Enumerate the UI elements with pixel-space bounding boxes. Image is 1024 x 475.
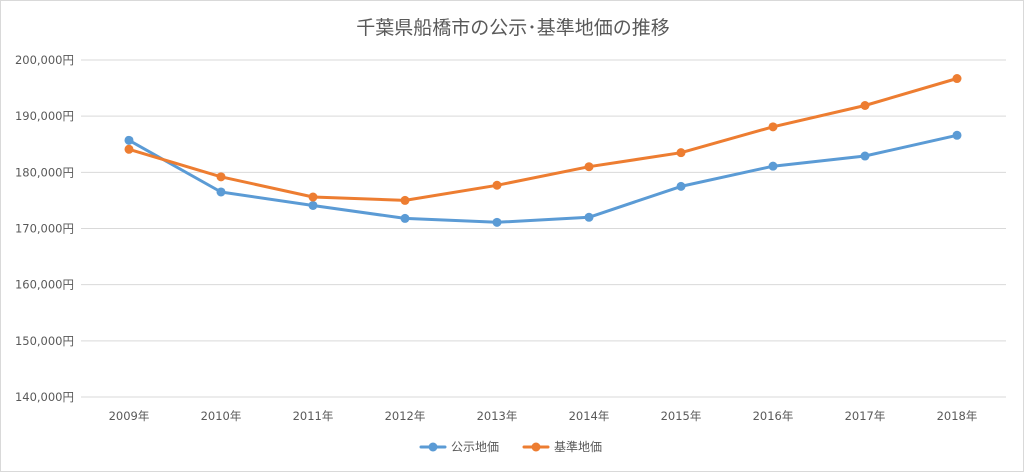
y-tick-label: 180,000円 — [15, 165, 74, 179]
series-line — [127, 77, 959, 202]
x-tick-label: 2016年 — [753, 409, 794, 423]
y-tick-label: 170,000円 — [15, 222, 74, 236]
data-point-marker — [492, 217, 502, 227]
series-line — [127, 133, 959, 224]
data-point-marker — [584, 212, 594, 222]
y-axis-tick-labels: 140,000円 150,000円 160,000円 170,000円 180,000円… — [15, 53, 74, 404]
x-tick-label: 2017年 — [845, 409, 886, 423]
x-tick-label: 2010年 — [201, 409, 242, 423]
x-tick-label: 2018年 — [937, 409, 978, 423]
legend: 公示地価 基準地価 — [419, 439, 602, 454]
legend-item: 基準地価 — [522, 439, 602, 454]
x-axis-tick-labels: 2009年 2010年 2011年 2012年 2013年 2014年 2015年 2016年… — [109, 409, 978, 423]
series-lines — [124, 74, 962, 227]
data-point-marker — [952, 74, 962, 84]
data-point-marker — [676, 148, 686, 158]
x-tick-label: 2011年 — [293, 409, 334, 423]
data-point-marker — [768, 122, 778, 132]
data-point-marker — [860, 151, 870, 161]
data-point-marker — [400, 213, 410, 223]
data-point-marker — [952, 130, 962, 140]
y-tick-label: 150,000円 — [15, 334, 74, 348]
legend-item: 公示地価 — [419, 440, 499, 454]
data-point-marker — [124, 144, 134, 154]
data-point-marker — [492, 180, 502, 190]
data-point-marker — [308, 192, 318, 202]
data-point-marker — [400, 195, 410, 205]
data-point-marker — [124, 135, 134, 145]
data-point-marker — [676, 181, 686, 191]
series-1 — [124, 130, 962, 227]
y-tick-label: 140,000円 — [15, 390, 74, 404]
y-tick-label: 190,000円 — [15, 109, 74, 123]
chart-title: 千葉県船橋市の公示･基準地価の推移 — [356, 17, 670, 39]
data-point-marker — [860, 100, 870, 110]
legend-label: 基準地価 — [554, 439, 602, 454]
data-point-marker — [216, 187, 226, 197]
y-tick-label: 200,000円 — [15, 53, 74, 67]
series-2 — [124, 74, 962, 205]
x-tick-label: 2015年 — [661, 409, 702, 423]
x-tick-label: 2013年 — [477, 409, 518, 423]
data-point-marker — [216, 172, 226, 182]
x-tick-label: 2014年 — [569, 409, 610, 423]
gridlines — [81, 59, 1006, 398]
x-tick-label: 2009年 — [109, 409, 150, 423]
y-tick-label: 160,000円 — [15, 278, 74, 292]
data-point-marker — [584, 162, 594, 172]
legend-marker-swatch — [531, 442, 541, 452]
data-point-marker — [308, 200, 318, 210]
legend-marker-swatch — [428, 442, 438, 452]
data-point-marker — [768, 161, 778, 171]
x-tick-label: 2012年 — [385, 409, 426, 423]
legend-label: 公示地価 — [451, 440, 499, 454]
